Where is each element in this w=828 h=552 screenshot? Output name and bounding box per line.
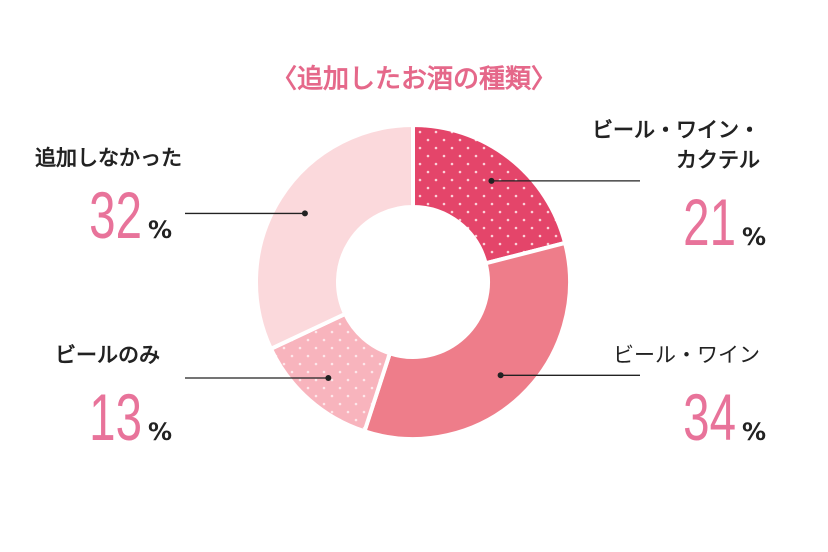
value-label: 21 (683, 186, 736, 259)
value-number: 13 (89, 381, 142, 454)
leader-dot (497, 372, 504, 379)
donut-slice (254, 122, 415, 352)
category-label: ビール・ワイン・カクテル (592, 118, 760, 172)
value-unit: % (148, 216, 172, 244)
value-unit: % (742, 223, 766, 251)
chart-title: 〈追加したお酒の種類〉 (271, 64, 557, 95)
leader-dot (488, 177, 495, 184)
value-unit: % (742, 418, 766, 446)
value-label: 34 (683, 381, 736, 454)
category-label: ビール・ワイン (613, 343, 760, 367)
value-number: 32 (89, 179, 142, 252)
leader-dot (325, 375, 332, 382)
donut-slice (361, 240, 572, 441)
leader-dot (301, 210, 308, 217)
value-number: 34 (683, 381, 736, 454)
category-label: 追加しなかった (35, 146, 182, 170)
value-number: 21 (683, 186, 736, 259)
value-label: 13 (89, 381, 142, 454)
donut-slice (411, 122, 568, 266)
value-label: 32 (89, 179, 142, 252)
category-label: ビールのみ (55, 343, 160, 367)
value-unit: % (148, 418, 172, 446)
